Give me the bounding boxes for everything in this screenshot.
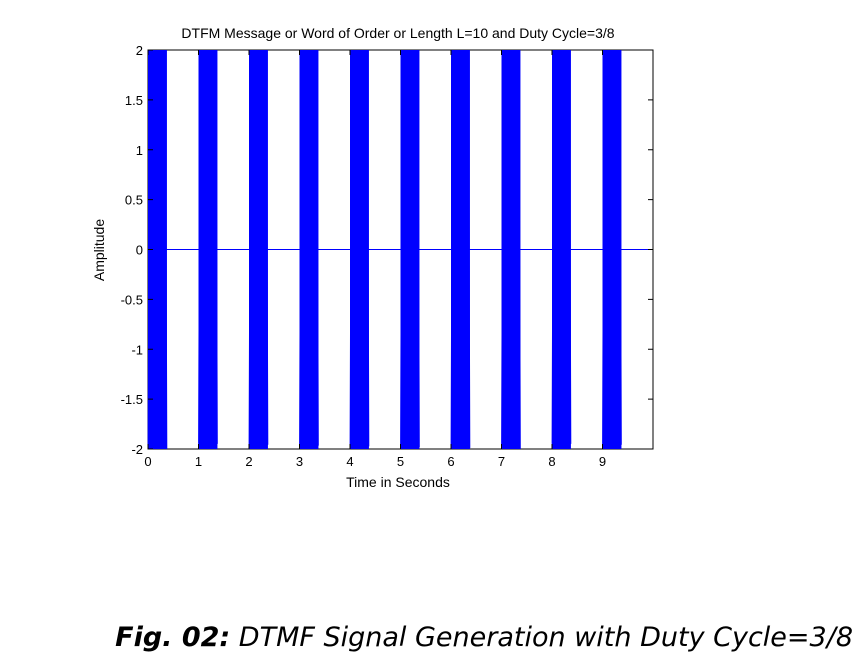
x-tick-label: 8 (548, 454, 555, 469)
x-tick-label: 0 (144, 454, 151, 469)
y-tick-label: 0 (136, 243, 143, 258)
x-tick-label: 9 (599, 454, 606, 469)
y-tick-label: 2 (136, 43, 143, 58)
y-tick-label: 0.5 (125, 193, 143, 208)
x-tick-label: 4 (346, 454, 353, 469)
y-tick-label: -1 (131, 342, 143, 357)
y-axis-ticks: 2 1.5 1 0.5 0 -0.5 -1 -1.5 -2 (121, 43, 653, 457)
x-axis-ticks: 0 1 2 3 4 5 6 7 8 9 (144, 50, 606, 469)
y-axis-title: Amplitude (91, 219, 107, 281)
x-tick-label: 1 (195, 454, 202, 469)
y-tick-label: -2 (131, 442, 143, 457)
x-tick-label: 5 (397, 454, 404, 469)
y-tick-label: -0.5 (121, 292, 143, 307)
x-axis-title: Time in Seconds (346, 474, 450, 490)
x-tick-label: 6 (447, 454, 454, 469)
y-tick-label: 1 (136, 143, 143, 158)
x-tick-label: 7 (498, 454, 505, 469)
dtmf-chart: DTFM Message or Word of Order or Length … (91, 25, 654, 490)
figure-caption-text: DTMF Signal Generation with Duty Cycle=3… (230, 622, 853, 653)
chart-title: DTFM Message or Word of Order or Length … (181, 25, 614, 41)
figure-caption: Fig. 02: DTMF Signal Generation with Dut… (115, 622, 853, 653)
x-tick-label: 2 (245, 454, 252, 469)
y-tick-label: 1.5 (125, 93, 143, 108)
x-tick-label: 3 (296, 454, 303, 469)
y-tick-label: -1.5 (121, 392, 143, 407)
figure-number: Fig. 02: (115, 622, 231, 653)
plot-area (147, 49, 654, 450)
